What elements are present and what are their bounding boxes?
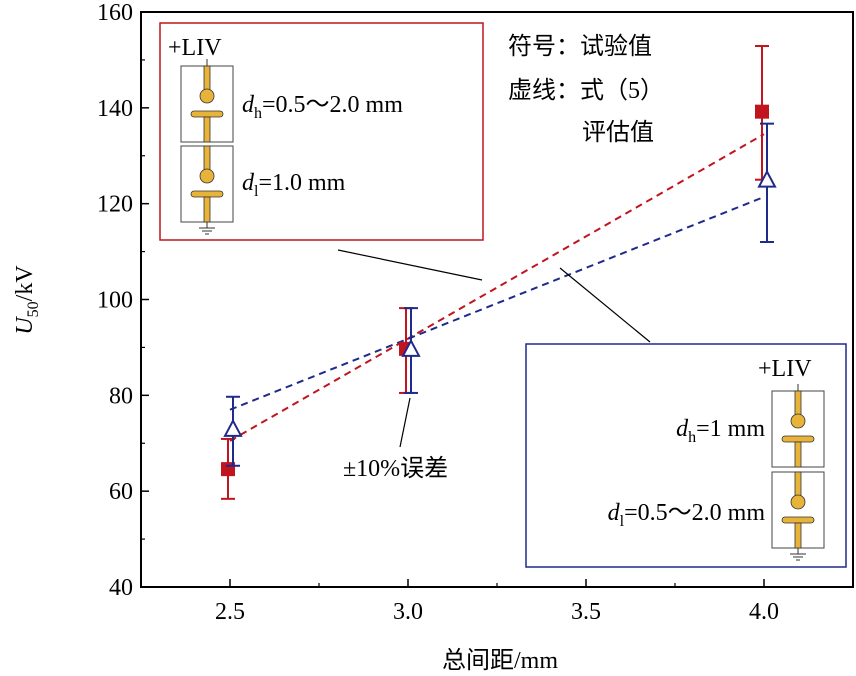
electrode-rod	[794, 471, 802, 497]
y-tick-label: 40	[109, 575, 133, 601]
y-tick-label: 100	[97, 288, 133, 314]
electrode-sphere	[790, 494, 806, 510]
x-tick-label: 3.0	[393, 599, 423, 625]
error-annotation: ±10%误差	[343, 455, 448, 482]
x-tick-label: 2.5	[215, 599, 245, 625]
svg-text:虚线：式（5）: 虚线：式（5）	[508, 77, 664, 104]
blue-box-title: +LIV	[758, 356, 812, 382]
y-tick-label: 160	[97, 0, 133, 26]
electrode-sphere	[199, 88, 215, 104]
red-box-dl: dl=1.0 mm	[242, 170, 346, 200]
electrode-sphere	[199, 168, 215, 184]
x-axis-label: 总间距/mm	[442, 647, 558, 674]
data-point-triangle	[223, 418, 243, 437]
y-tick-label: 80	[109, 383, 133, 409]
electrode-plate	[781, 516, 815, 524]
y-tick-label: 120	[97, 192, 133, 218]
electrode-plate	[781, 435, 815, 443]
blue-box-dl: dl=0.5～2.0 mm	[608, 500, 766, 530]
x-tick-label: 4.0	[749, 599, 779, 625]
data-point-square	[755, 104, 769, 119]
x-tick-label: 3.5	[571, 599, 601, 625]
electrode-stem	[794, 441, 802, 468]
electrode-plate	[190, 110, 224, 118]
y-tick-label: 60	[109, 479, 133, 505]
electrode-sphere	[790, 413, 806, 429]
fit-line-red	[229, 133, 765, 442]
svg-text:评估值: 评估值	[582, 119, 654, 146]
red-box-leader	[337, 249, 483, 281]
electrode-rod	[794, 390, 802, 416]
data-point-triangle	[401, 338, 421, 357]
y-axis-label: U50/kV	[12, 265, 42, 335]
red-box-title: +LIV	[168, 35, 222, 61]
red-box-dh: dh=0.5～2.0 mm	[242, 92, 403, 122]
error-leader	[399, 397, 411, 448]
electrode-stem	[203, 196, 211, 223]
electrode-plate	[190, 190, 224, 198]
legend: 符号：试验值 虚线：式（5） 评估值	[508, 33, 664, 146]
blue-box-leader	[559, 267, 651, 343]
blue-box-dh: dh=1 mm	[676, 416, 765, 446]
y-tick-label: 140	[97, 96, 133, 122]
electrode-rod	[203, 65, 211, 91]
data-point-triangle	[757, 169, 777, 188]
electrode-rod	[203, 145, 211, 171]
electrode-stem	[203, 116, 211, 143]
svg-text:符号：试验值: 符号：试验值	[508, 33, 652, 60]
electrode-stem	[794, 522, 802, 549]
